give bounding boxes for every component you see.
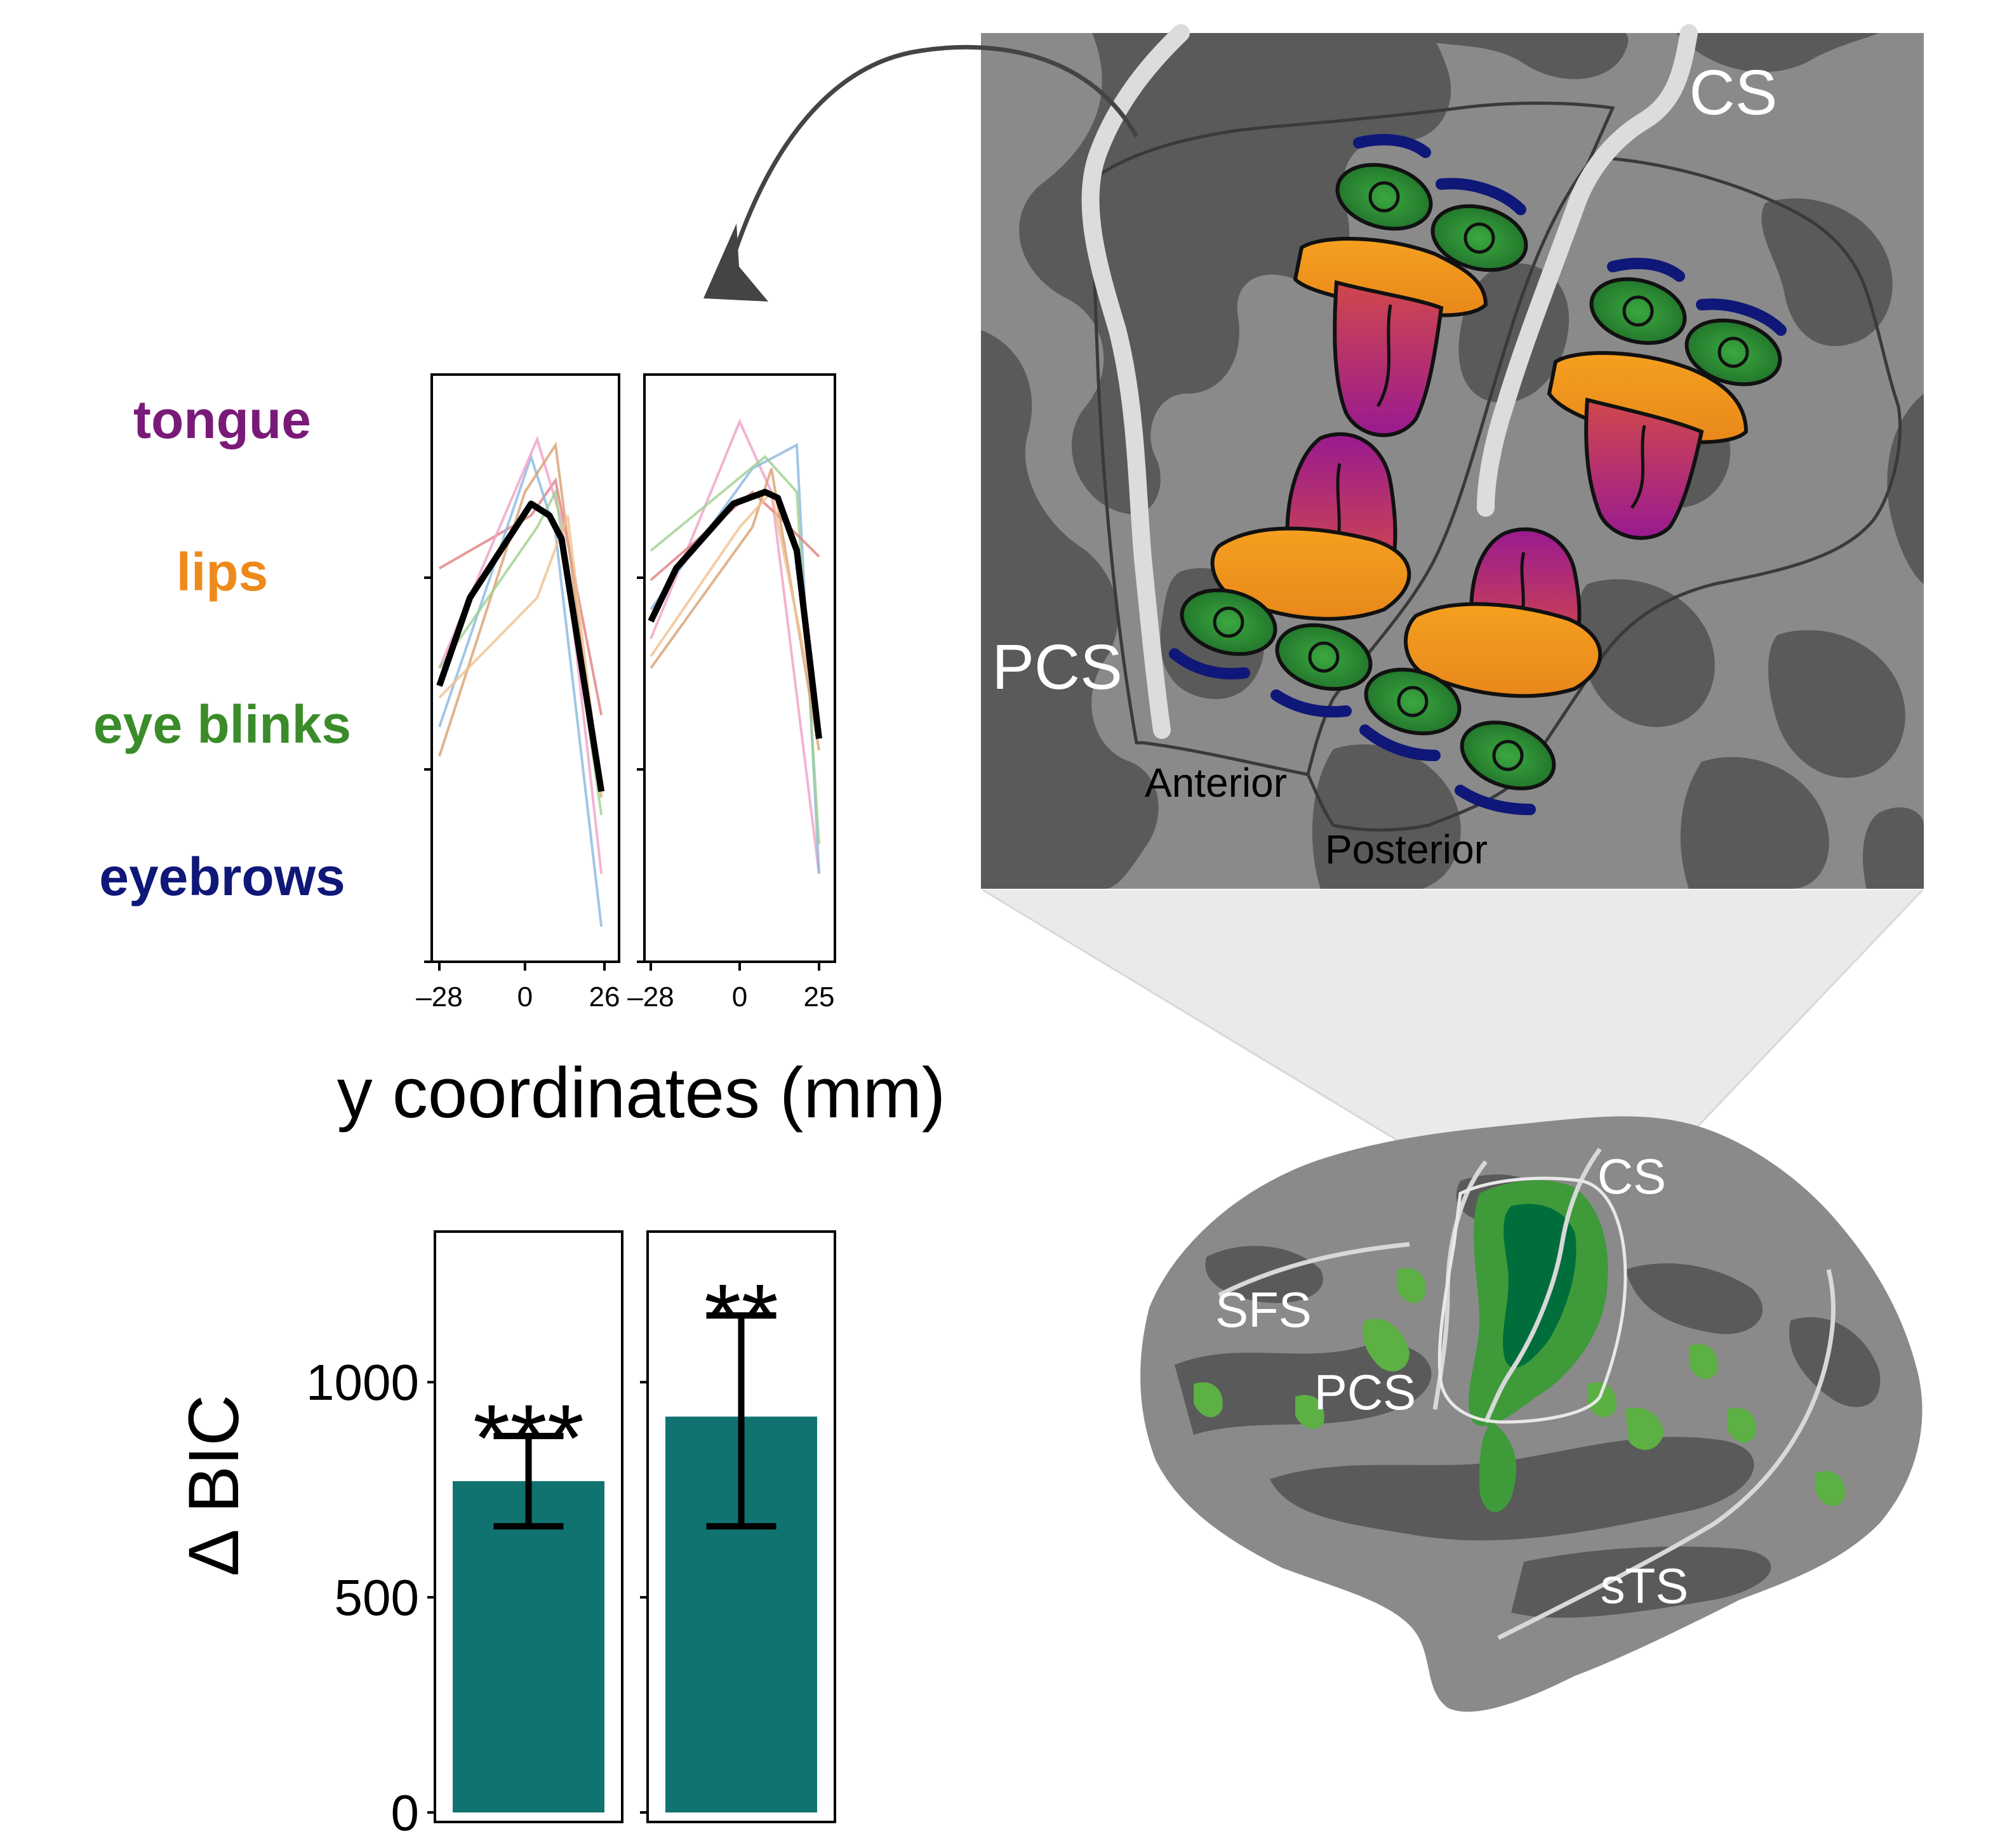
line-panel-left-participant-lines	[438, 435, 603, 927]
bar-panel-right-frame	[646, 1230, 836, 1823]
participant-line-4	[438, 441, 603, 798]
participant-line-1	[650, 418, 820, 874]
participant-line-3	[650, 455, 820, 845]
legend-label-eyebrows: eyebrows	[99, 847, 345, 907]
bar-chart-y-ticks: 0 500 1000	[306, 1354, 648, 1841]
significance-label: ***	[473, 1385, 584, 1491]
x-tick-label: 0	[732, 981, 747, 1013]
eye-icon	[1589, 277, 1687, 345]
line-panel-right-y-ticks	[637, 576, 644, 963]
zoom-inset-label-cs: CS	[1690, 57, 1778, 128]
eye-icon	[1364, 667, 1462, 736]
homunculus-anterior-lower	[1169, 432, 1411, 718]
line-panel-right: –28 0 25	[627, 373, 836, 1013]
bar-panel-right: **	[640, 1230, 836, 1823]
x-tick-label: –28	[627, 981, 674, 1013]
eye-icon	[1430, 204, 1528, 272]
brain-label-sts: sTS	[1601, 1558, 1689, 1614]
eye-icon	[1460, 721, 1556, 790]
error-bar	[706, 1312, 777, 1530]
line-panel-left-y-ticks	[424, 576, 432, 963]
zoom-inset-cs-sulcus	[1477, 24, 1698, 517]
zoom-inset-roi-outline-anterior	[1092, 102, 1615, 776]
line-panel-right-participant-lines	[650, 418, 820, 874]
zoom-inset-label-pcs: PCS	[992, 632, 1123, 703]
arrow-head-icon	[703, 223, 768, 302]
participant-line-2	[650, 442, 820, 874]
brain-sulcus-lines	[1218, 1147, 1836, 1640]
participant-line-6	[650, 489, 820, 728]
tongue-icon	[1584, 397, 1704, 540]
legend-label-lips: lips	[177, 542, 269, 602]
brain-roi-outline	[1437, 1176, 1627, 1424]
bar-chart-y-axis-label: Δ BIC	[174, 1395, 253, 1576]
homunculus-anterior-upper	[1293, 134, 1528, 437]
y-tick-label: 1000	[306, 1354, 419, 1411]
x-tick-label: 25	[804, 981, 835, 1013]
bar-panel-left: ***	[427, 1230, 623, 1823]
x-tick-label: 26	[589, 981, 620, 1013]
tongue-icon	[1333, 280, 1444, 437]
legend-label-tongue: tongue	[133, 390, 311, 449]
x-tick-label: 0	[517, 981, 533, 1013]
brain-activation	[1194, 1180, 1845, 1512]
homunculus-posterior-upper	[1547, 258, 1787, 540]
zoom-inset: CS PCS Anterior Posterior	[981, 24, 1924, 889]
line-panel-left-mean-line	[436, 500, 605, 792]
brain-label-sfs: SFS	[1215, 1282, 1312, 1338]
eye-icon	[1180, 588, 1277, 656]
participant-line-5	[650, 468, 820, 751]
zoom-funnel	[982, 889, 1924, 1157]
eyebrow-icon	[1455, 785, 1536, 815]
brain-surface: CS SFS PCS sTS	[1140, 1116, 1923, 1712]
mean-line	[648, 489, 822, 740]
zoom-inset-roi-outline-posterior	[1306, 157, 1902, 832]
zoom-inset-pcs-sulcus	[1081, 24, 1190, 739]
brain-label-pcs: PCS	[1314, 1364, 1416, 1420]
bar-panel-left-frame	[434, 1230, 623, 1823]
zoom-inset-label-anterior: Anterior	[1145, 760, 1287, 806]
lips-icon	[1404, 602, 1603, 698]
eyebrow-icon	[1696, 298, 1787, 336]
eye-icon	[1275, 623, 1373, 691]
line-panel-left-x-ticks: –28 0 26	[416, 962, 620, 1013]
eyebrow-icon	[1353, 134, 1431, 158]
eyebrow-icon	[1270, 689, 1352, 718]
significance-label: **	[704, 1264, 778, 1371]
bar	[453, 1481, 604, 1812]
participant-line-3	[438, 435, 603, 874]
eyebrow-icon	[1436, 178, 1526, 215]
legend-label-eye-blinks: eye blinks	[93, 695, 351, 754]
eyebrow-icon	[1607, 258, 1685, 282]
zoom-inset-label-posterior: Posterior	[1325, 827, 1488, 872]
y-tick-label: 0	[391, 1785, 420, 1841]
line-chart: –28 0 26 –28 0 25 y coordinates (mm)	[337, 373, 945, 1133]
line-panel-right-x-ticks: –28 0 25	[627, 962, 834, 1013]
eyebrow-icon	[1359, 724, 1441, 761]
eyebrow-icon	[1169, 648, 1250, 680]
x-tick-label: –28	[416, 981, 462, 1013]
mean-line	[436, 500, 605, 792]
brain-label-cs: CS	[1597, 1148, 1666, 1204]
bar-chart: *** ** 0 500 1000 Δ BIC	[174, 1230, 836, 1841]
participant-line-2	[438, 453, 603, 927]
curved-arrow	[703, 44, 1139, 302]
participant-line-6	[438, 515, 603, 798]
legend: tongue lips eye blinks eyebrows	[93, 390, 351, 907]
line-panel-left: –28 0 26	[416, 373, 620, 1013]
line-panel-right-mean-line	[648, 489, 822, 740]
homunculus-posterior-lower	[1359, 527, 1603, 815]
eye-icon	[1335, 163, 1433, 231]
eye-icon	[1684, 318, 1782, 387]
error-bar	[493, 1432, 564, 1530]
line-chart-x-axis-label: y coordinates (mm)	[337, 1053, 945, 1133]
y-tick-label: 500	[335, 1569, 419, 1626]
